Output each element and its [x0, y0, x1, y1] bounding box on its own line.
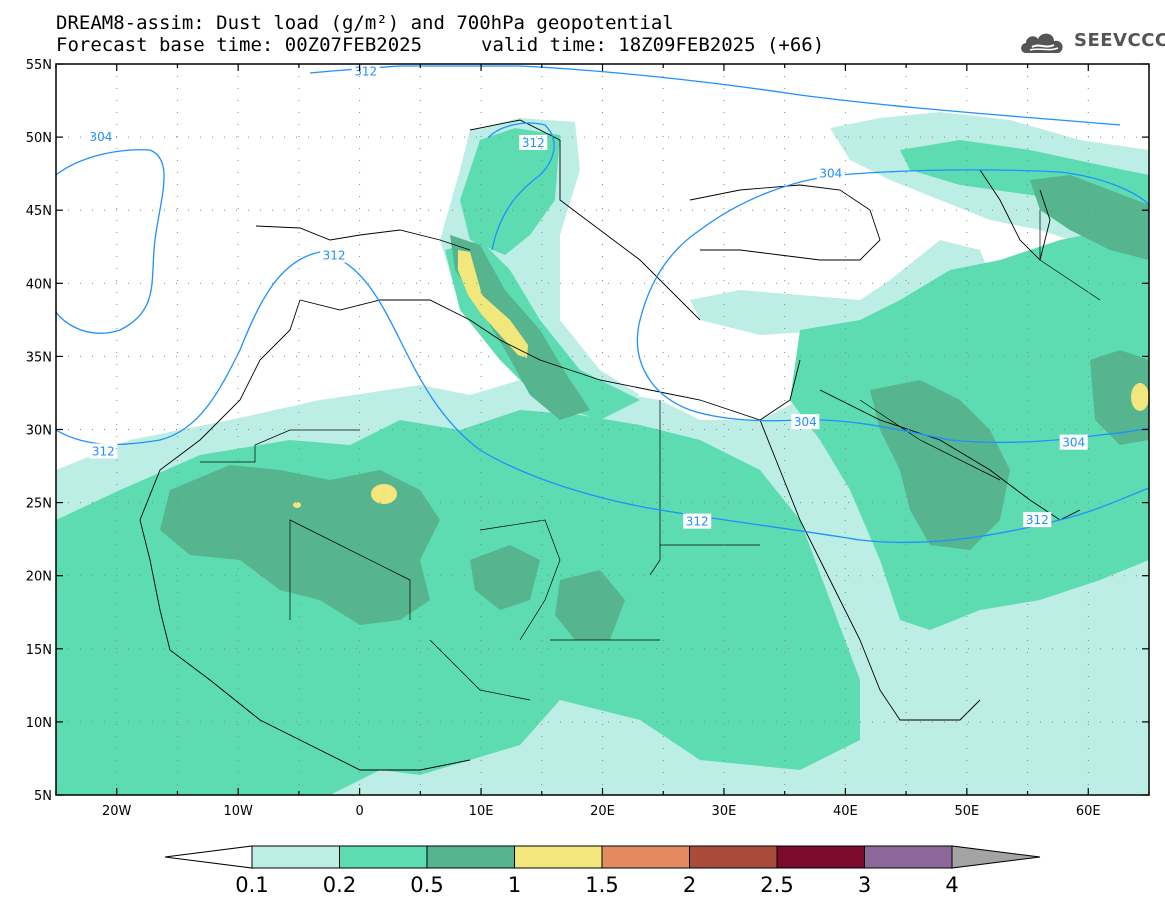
- lat-label: 45N: [26, 204, 52, 219]
- lon-label: 0: [355, 804, 363, 819]
- colorbar-swatch: [601, 845, 690, 869]
- valid-time: valid time: 18Z09FEB2025 (+66): [481, 34, 825, 56]
- lon-label: 30E: [712, 804, 737, 819]
- lon-label: 40E: [833, 804, 858, 819]
- colorbar-level-label: 2: [683, 873, 696, 897]
- lon-label: 20E: [590, 804, 615, 819]
- contour-label-bg: [519, 134, 548, 150]
- lat-label: 35N: [26, 350, 52, 365]
- lat-label: 20N: [26, 570, 52, 585]
- lon-axis-labels: 20W 10W 0 10E 20E 30E 40E 50E 60E: [102, 804, 1101, 819]
- contour-label: 312: [323, 249, 346, 263]
- colorbar-level-label: 3: [858, 873, 871, 897]
- contour-label: 312: [686, 515, 709, 529]
- lat-label: 15N: [26, 643, 52, 658]
- colorbar-swatch: [426, 845, 515, 869]
- contour-label-bg: [1023, 512, 1052, 528]
- lat-label: 5N: [34, 789, 52, 804]
- contour-label-bg: [1059, 434, 1088, 450]
- colorbar-level-label: 1.5: [585, 873, 618, 897]
- lon-label: 10W: [223, 804, 253, 819]
- colorbar-level-label: 0.1: [235, 873, 268, 897]
- contour-label-bg: [86, 129, 115, 145]
- contour-label: 304: [819, 167, 842, 181]
- axis-ticks: [55, 63, 1150, 796]
- lat-label: 55N: [26, 58, 52, 73]
- contour-label-bg: [89, 443, 118, 459]
- contour-label: 312: [354, 64, 377, 78]
- dust-field: [56, 112, 1149, 795]
- colorbar-level-label: 4: [945, 873, 958, 897]
- dust-level-0.5: [160, 175, 1149, 640]
- country-borders: [200, 210, 1101, 701]
- colorbar-level-label: 0.5: [410, 873, 443, 897]
- lat-label: 50N: [26, 131, 52, 146]
- cloud-icon: [1021, 33, 1063, 53]
- lat-label: 10N: [26, 716, 52, 731]
- contour-label: 304: [89, 130, 112, 144]
- colorbar-swatch: [864, 845, 953, 869]
- contour-label: 312: [522, 136, 545, 150]
- lon-label: 50E: [954, 804, 979, 819]
- lon-label: 10E: [469, 804, 494, 819]
- lat-label: 25N: [26, 497, 52, 512]
- colorbar: [164, 845, 1041, 869]
- logo-text: SEEVCCC: [1074, 30, 1165, 51]
- lon-label: 20W: [102, 804, 132, 819]
- contour-label: 312: [1026, 513, 1049, 527]
- colorbar-level-label: 0.2: [323, 873, 356, 897]
- colorbar-under-arrow: [164, 845, 253, 869]
- colorbar-over-arrow: [951, 845, 1041, 869]
- colorbar-level-label: 2.5: [760, 873, 793, 897]
- dust-level-1: [293, 250, 1149, 508]
- time-info: Forecast base time: 00Z07FEB2025 valid ti…: [56, 34, 824, 56]
- contour-label-bg: [791, 414, 820, 430]
- base-time: Forecast base time: 00Z07FEB2025: [56, 34, 423, 56]
- lat-label: 30N: [26, 424, 52, 439]
- colorbar-swatch: [689, 845, 778, 869]
- contour-labels: 312 304 312 312 304 312 304 304 312 312: [86, 63, 1088, 529]
- contour-label-bg: [351, 63, 380, 79]
- contour-label: 304: [1062, 436, 1085, 450]
- colorbar-swatch: [339, 845, 428, 869]
- colorbar-swatch: [251, 845, 340, 869]
- colorbar-level-label: 1: [508, 873, 521, 897]
- colorbar-swatch: [776, 845, 865, 869]
- seevccc-logo: SEEVCCC: [1018, 27, 1165, 59]
- contour-label-bg: [320, 247, 349, 263]
- colorbar-labels: 0.1 0.2 0.5 1 1.5 2 2.5 3 4: [235, 873, 958, 897]
- contour-label-bg: [683, 513, 712, 529]
- lat-axis-labels: 55N 50N 45N 40N 35N 30N 25N 20N 15N 10N 5N: [26, 58, 52, 804]
- map-title: DREAM8-assim: Dust load (g/m²) and 700hP…: [56, 12, 674, 34]
- colorbar-swatch: [514, 845, 603, 869]
- lat-label: 40N: [26, 277, 52, 292]
- contour-label: 304: [794, 415, 817, 429]
- contour-label: 312: [92, 444, 115, 458]
- contour-label-bg: [816, 165, 845, 181]
- lon-label: 60E: [1076, 804, 1101, 819]
